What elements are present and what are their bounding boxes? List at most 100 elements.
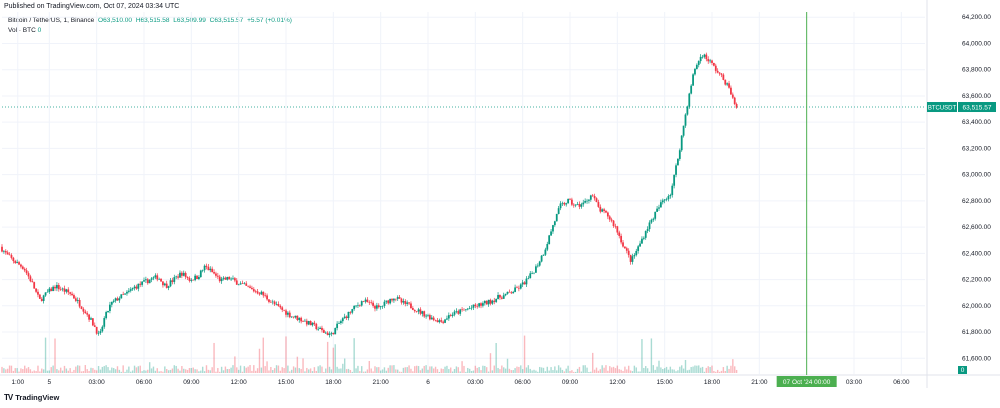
volume-bar <box>69 368 71 373</box>
volume-bar <box>597 370 600 373</box>
candle-body <box>275 304 278 305</box>
candle-body <box>430 317 433 320</box>
candle-body <box>690 85 693 94</box>
x-tick-label: 21:00 <box>751 379 768 386</box>
candle-body <box>574 204 577 206</box>
volume-bar <box>593 369 596 373</box>
volume-bar <box>701 366 704 373</box>
brand-name: TradingView <box>15 393 60 402</box>
candle-body <box>735 104 738 108</box>
candle-body <box>218 276 221 282</box>
candle-body <box>173 277 176 282</box>
volume-bar <box>200 370 202 373</box>
volume-bar <box>20 368 22 373</box>
candle-body <box>720 73 723 75</box>
volume-legend[interactable]: Vol · BTC 0 <box>8 27 41 34</box>
volume-bar <box>190 368 193 373</box>
candle-body <box>563 202 566 205</box>
volume-bar <box>531 370 533 373</box>
candle-body <box>366 299 369 303</box>
candle-body <box>133 286 136 289</box>
candle-body <box>42 295 45 301</box>
candle-body <box>118 298 121 301</box>
candle-body <box>156 275 159 280</box>
candle-body <box>180 272 183 276</box>
candle-body <box>349 311 352 313</box>
candle-body <box>324 332 327 334</box>
candle-body <box>347 311 350 319</box>
candle-body <box>550 231 552 236</box>
candle-body <box>421 311 424 314</box>
candle-body <box>182 272 185 276</box>
candle-body <box>84 311 87 314</box>
volume-bar <box>330 369 333 373</box>
session-marker-tag <box>776 376 837 387</box>
symbol-legend[interactable]: Bitcoin / TetherUS, 1, Binance O63,510.0… <box>8 17 294 24</box>
volume-bar <box>239 365 242 373</box>
volume-bar <box>734 366 736 373</box>
footer-brand[interactable]: TV TradingView <box>4 393 59 402</box>
y-tick-label: 63,600.00 <box>962 93 991 100</box>
candle-body <box>372 302 374 306</box>
candle-body <box>500 297 503 299</box>
volume-bar <box>298 368 300 373</box>
candle-body <box>453 311 456 315</box>
candle-body <box>256 291 259 294</box>
volume-bar <box>359 371 361 373</box>
candle-body <box>427 315 429 316</box>
volume-bar <box>33 370 35 373</box>
volume-bar <box>627 365 630 373</box>
volume-bar <box>232 365 234 373</box>
volume-bar <box>275 365 278 373</box>
candle-body <box>360 301 363 306</box>
volume-bar <box>728 368 730 373</box>
candle-body <box>10 255 13 258</box>
volume-bar <box>629 370 632 373</box>
volume-bar <box>131 370 134 373</box>
candle-body <box>402 301 405 303</box>
volume-bar <box>317 366 319 373</box>
y-tick-label: 61,600.00 <box>962 355 991 362</box>
candle-body <box>226 276 229 280</box>
candle-body <box>726 83 729 85</box>
candle-body <box>114 298 117 301</box>
candle-body <box>440 320 443 322</box>
candle-body <box>616 226 619 233</box>
candle-body <box>646 229 649 232</box>
candle-body <box>586 200 588 202</box>
candle-body <box>417 309 420 312</box>
candle-body <box>565 203 568 205</box>
candle-body <box>237 284 240 286</box>
candle-body <box>487 299 490 305</box>
candle-body <box>2 251 5 252</box>
volume-bar <box>340 368 342 373</box>
volume-bar <box>86 369 88 373</box>
candle-body <box>684 114 687 126</box>
volume-bar <box>201 366 204 373</box>
volume-bar <box>457 367 459 373</box>
volume-bar <box>169 369 172 373</box>
volume-bar <box>82 371 85 373</box>
candle-body <box>317 328 320 330</box>
volume-bar <box>681 365 683 373</box>
candle-body <box>457 311 460 314</box>
candle-body <box>95 326 98 334</box>
candle-body <box>38 294 41 299</box>
volume-bar <box>379 370 382 373</box>
volume-bar <box>440 368 442 373</box>
volume-bar <box>224 366 227 373</box>
candle-body <box>12 257 15 262</box>
candle-body <box>194 275 197 281</box>
candle-body <box>533 272 535 274</box>
candle-body <box>80 306 83 309</box>
candle-body <box>61 288 64 290</box>
volume-bar <box>237 369 240 373</box>
volume-bar <box>662 368 664 373</box>
candle-body <box>650 219 653 223</box>
volume-bar <box>77 365 79 373</box>
candle-body <box>150 278 153 280</box>
candle-body <box>167 286 170 288</box>
x-tick-label: 09:00 <box>183 379 200 386</box>
candle-body <box>205 265 208 267</box>
